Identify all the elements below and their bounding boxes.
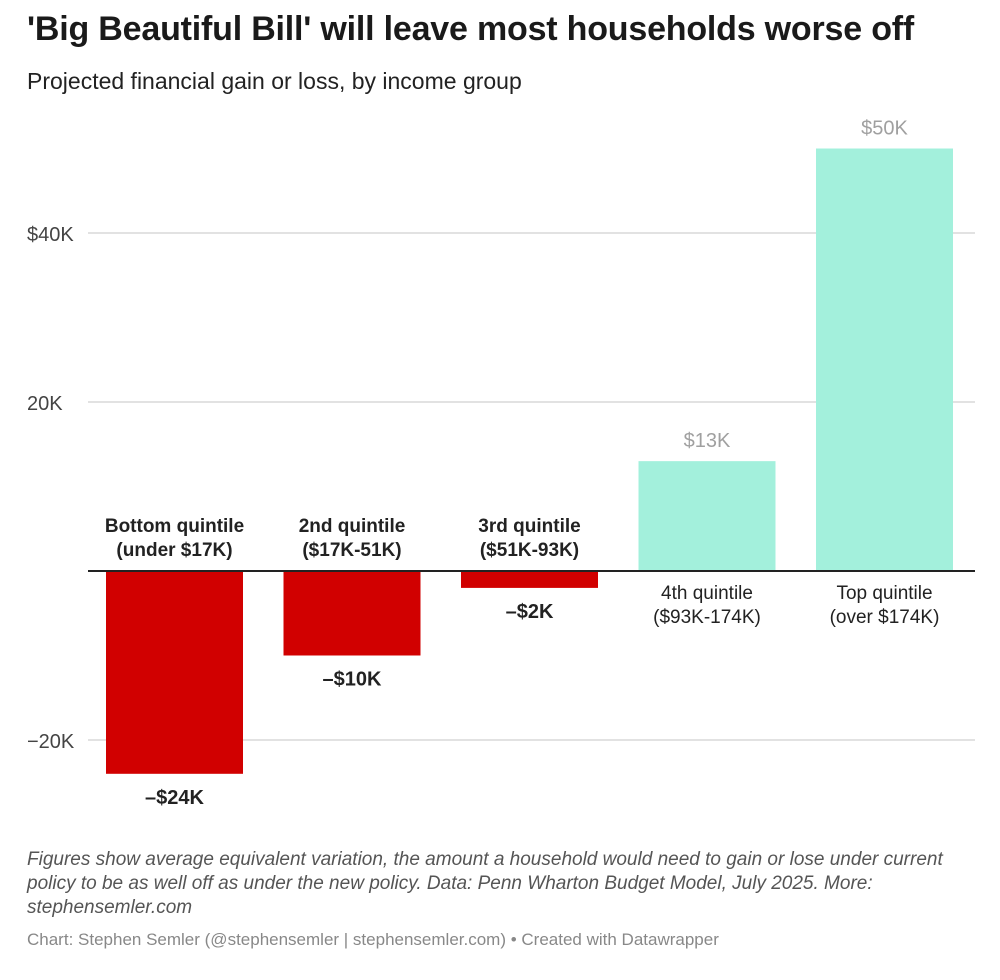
chart-credit: Chart: Stephen Semler (@stephensemler | … bbox=[27, 930, 719, 949]
bar bbox=[816, 148, 953, 571]
y-tick-label: −20K bbox=[27, 731, 75, 753]
category-label: Top quintile (over $174K) bbox=[830, 583, 940, 628]
value-label: $50K bbox=[861, 118, 908, 140]
y-tick-label: 20K bbox=[27, 393, 63, 415]
bar bbox=[638, 461, 776, 571]
value-label: –$10K bbox=[323, 669, 382, 691]
category-label: Bottom quintile (under $17K) bbox=[105, 516, 244, 561]
bar bbox=[106, 571, 243, 774]
bar bbox=[461, 571, 598, 588]
bar bbox=[283, 571, 421, 656]
value-label: $13K bbox=[684, 430, 731, 452]
chart-title: 'Big Beautiful Bill' will leave most hou… bbox=[27, 10, 915, 48]
bar-chart: $40K 20K −20K Bottom quintile (under $17K) –$… bbox=[27, 118, 975, 809]
y-tick-label: $40K bbox=[27, 224, 74, 246]
value-label: –$24K bbox=[145, 787, 204, 809]
value-label: –$2K bbox=[506, 601, 554, 623]
chart-notes: Figures show average equivalent variatio… bbox=[27, 849, 943, 918]
category-label: 4th quintile ($93K-174K) bbox=[653, 583, 761, 628]
category-label: 3rd quintile ($51K-93K) bbox=[478, 516, 580, 561]
chart-subtitle: Projected financial gain or loss, by inc… bbox=[27, 68, 522, 94]
category-label: 2nd quintile ($17K-51K) bbox=[299, 516, 406, 561]
